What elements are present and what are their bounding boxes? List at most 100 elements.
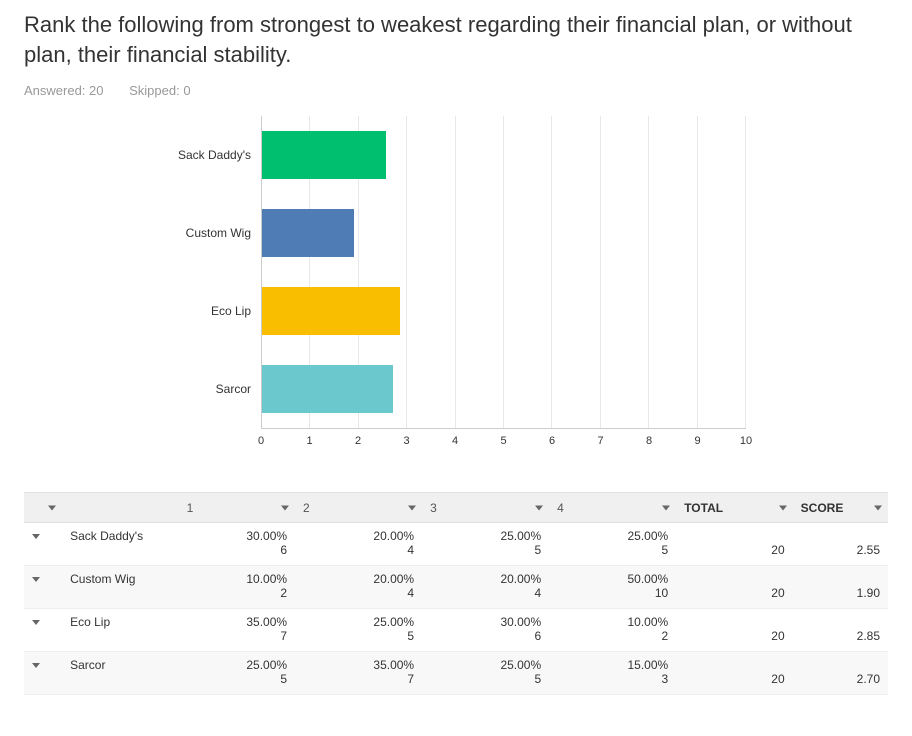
chart-row: Custom Wig	[166, 194, 746, 272]
col-name[interactable]	[62, 493, 178, 523]
cell-percent: 20.00%	[303, 572, 414, 586]
cell-count: 5	[430, 543, 541, 557]
cell-percent: 25.00%	[430, 529, 541, 543]
cell-percent: 10.00%	[557, 615, 668, 629]
chart-bar[interactable]	[262, 209, 354, 257]
cell-percent: 50.00%	[557, 572, 668, 586]
col-4[interactable]: 4	[549, 493, 676, 523]
row-expand-cell[interactable]	[24, 609, 62, 652]
cell-percent: 20.00%	[430, 572, 541, 586]
cell-percent: 30.00%	[430, 615, 541, 629]
cell-percent: 35.00%	[187, 615, 287, 629]
chart-row: Sarcor	[166, 350, 746, 428]
row-total: 20	[676, 566, 792, 609]
bar-chart: Sack Daddy'sCustom WigEco LipSarcor01234…	[166, 116, 746, 452]
chart-bar[interactable]	[262, 365, 393, 413]
cell-percent: 25.00%	[430, 658, 541, 672]
table-cell: 25.00%5	[422, 523, 549, 566]
cell-percent: 25.00%	[557, 529, 668, 543]
cell-count: 7	[187, 629, 287, 643]
chevron-down-icon	[281, 505, 289, 510]
question-title: Rank the following from strongest to wea…	[24, 10, 888, 69]
chart-container: Sack Daddy'sCustom WigEco LipSarcor01234…	[24, 116, 888, 452]
cell-count: 5	[303, 629, 414, 643]
chart-plot-area	[261, 116, 746, 194]
row-expand-cell[interactable]	[24, 566, 62, 609]
chevron-down-icon	[32, 620, 40, 625]
row-expand-cell[interactable]	[24, 523, 62, 566]
col-total[interactable]: TOTAL	[676, 493, 792, 523]
col-3[interactable]: 3	[422, 493, 549, 523]
x-axis-tick: 0	[258, 435, 264, 447]
table-row: Sack Daddy's30.00%620.00%425.00%525.00%5…	[24, 523, 888, 566]
axis-area: 012345678910	[261, 428, 746, 429]
row-expand-cell[interactable]	[24, 652, 62, 695]
row-score: 2.70	[793, 652, 888, 695]
chevron-down-icon	[535, 505, 543, 510]
table-cell: 25.00%5	[422, 652, 549, 695]
x-axis-tick: 5	[500, 435, 506, 447]
table-cell: 25.00%5	[295, 609, 422, 652]
cell-count: 5	[430, 672, 541, 686]
row-name-cell: Custom Wig	[62, 566, 178, 609]
table-cell: 25.00%5	[179, 652, 295, 695]
table-cell: 50.00%10	[549, 566, 676, 609]
table-cell: 10.00%2	[549, 609, 676, 652]
cell-percent: 35.00%	[303, 658, 414, 672]
chart-bar-label: Custom Wig	[166, 226, 261, 240]
response-meta: Answered: 20 Skipped: 0	[24, 83, 888, 98]
x-axis-tick: 2	[355, 435, 361, 447]
cell-percent: 20.00%	[303, 529, 414, 543]
table-cell: 20.00%4	[295, 566, 422, 609]
cell-percent: 15.00%	[557, 658, 668, 672]
chart-bar[interactable]	[262, 131, 386, 179]
cell-percent: 30.00%	[187, 529, 287, 543]
table-cell: 35.00%7	[295, 652, 422, 695]
chart-plot-area	[261, 272, 746, 350]
col-expand[interactable]	[24, 493, 62, 523]
row-name: Sack Daddy's	[70, 529, 143, 543]
row-name-cell: Sack Daddy's	[62, 523, 178, 566]
table-cell: 20.00%4	[295, 523, 422, 566]
x-axis-tick: 3	[403, 435, 409, 447]
chart-bar-label: Eco Lip	[166, 304, 261, 318]
cell-count: 10	[557, 586, 668, 600]
chevron-down-icon	[662, 505, 670, 510]
x-axis-tick: 7	[597, 435, 603, 447]
cell-count: 7	[303, 672, 414, 686]
chart-bar-label: Sarcor	[166, 382, 261, 396]
table-cell: 10.00%2	[179, 566, 295, 609]
table-row: Sarcor25.00%535.00%725.00%515.00%3202.70	[24, 652, 888, 695]
chevron-down-icon	[408, 505, 416, 510]
row-total: 20	[676, 523, 792, 566]
cell-percent: 25.00%	[187, 658, 287, 672]
cell-count: 4	[430, 586, 541, 600]
col-2[interactable]: 2	[295, 493, 422, 523]
table-row: Custom Wig10.00%220.00%420.00%450.00%102…	[24, 566, 888, 609]
chart-x-axis: 012345678910	[166, 428, 746, 452]
cell-percent: 10.00%	[187, 572, 287, 586]
x-axis-tick: 9	[694, 435, 700, 447]
cell-count: 5	[557, 543, 668, 557]
row-name-cell: Eco Lip	[62, 609, 178, 652]
col-1[interactable]: 1	[179, 493, 295, 523]
x-axis-tick: 1	[306, 435, 312, 447]
chart-bar[interactable]	[262, 287, 400, 335]
cell-count: 6	[187, 543, 287, 557]
col-score[interactable]: SCORE	[793, 493, 888, 523]
table-cell: 30.00%6	[422, 609, 549, 652]
table-cell: 35.00%7	[179, 609, 295, 652]
row-name: Custom Wig	[70, 572, 135, 586]
chevron-down-icon	[32, 577, 40, 582]
cell-count: 3	[557, 672, 668, 686]
chart-row: Sack Daddy's	[166, 116, 746, 194]
x-axis-tick: 4	[452, 435, 458, 447]
chart-row: Eco Lip	[166, 272, 746, 350]
row-name: Sarcor	[70, 658, 105, 672]
chevron-down-icon	[32, 663, 40, 668]
row-score: 2.55	[793, 523, 888, 566]
table-cell: 30.00%6	[179, 523, 295, 566]
cell-count: 2	[187, 586, 287, 600]
chart-bar-label: Sack Daddy's	[166, 148, 261, 162]
chart-plot-area	[261, 194, 746, 272]
